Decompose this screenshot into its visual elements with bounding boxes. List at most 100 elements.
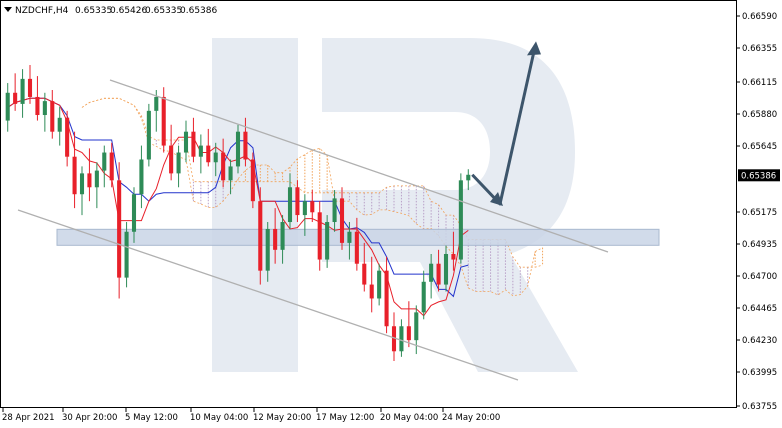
candle-body <box>191 131 196 157</box>
candle-body <box>20 78 25 104</box>
candle-body <box>302 201 307 216</box>
candle-body <box>72 156 77 195</box>
ohlc-low: 0.65335 <box>145 6 182 16</box>
candle-body <box>79 173 85 195</box>
y-tick-label: 0.63995 <box>742 368 777 378</box>
y-tick-label: 0.65880 <box>742 110 777 120</box>
annotations-layer <box>17 41 609 381</box>
x-tick-label: 12 May 20:00 <box>253 413 311 423</box>
candle-body <box>102 152 107 171</box>
candle-body <box>65 117 70 157</box>
header-triangle-icon <box>4 7 12 12</box>
symbol-timeframe: NZDCHF,H4 <box>15 6 69 16</box>
candle-body <box>451 253 456 260</box>
time-axis: 28 Apr 2021 30 Apr 20:00 5 May 12:00 10 May… <box>2 408 500 423</box>
current-price-tag: 0.65386 <box>738 169 780 182</box>
candle-body <box>243 131 248 160</box>
candle-body <box>339 198 345 243</box>
x-tick-label: 24 May 20:00 <box>442 413 500 423</box>
candle-body <box>377 270 382 299</box>
candle-body <box>131 194 137 232</box>
forecast-arrow-up-head <box>527 41 541 56</box>
candle-body <box>27 78 33 97</box>
y-tick-label: 0.66115 <box>742 78 777 88</box>
candle-body <box>429 263 434 282</box>
candle-body <box>265 228 270 271</box>
candle-body <box>221 152 226 181</box>
candles-layer <box>5 64 471 362</box>
y-tick-label: 0.64465 <box>742 304 777 314</box>
y-tick-label: 0.64700 <box>742 272 777 282</box>
candle-body <box>109 152 114 181</box>
candle-body <box>436 263 441 285</box>
candle-body <box>421 281 426 313</box>
candle-body <box>228 166 233 181</box>
candle-body <box>183 131 189 153</box>
candle-body <box>391 326 397 352</box>
candle-body <box>287 187 293 223</box>
x-tick-label: 17 May 12:00 <box>316 413 374 423</box>
y-tick-label: 0.66355 <box>742 44 777 54</box>
channel-upper-line <box>109 79 609 253</box>
candle-body <box>354 231 359 264</box>
candle-body <box>250 159 255 202</box>
candle-body <box>295 187 300 216</box>
candle-body <box>169 145 174 174</box>
candle-body <box>5 92 10 121</box>
watermark-logo <box>212 38 578 372</box>
candle-body <box>146 110 151 160</box>
x-tick-label: 28 Apr 2021 <box>2 413 55 423</box>
candle-body <box>310 201 315 213</box>
candle-body <box>235 131 241 167</box>
candle-body <box>87 173 92 188</box>
candle-body <box>117 180 122 278</box>
x-tick-label: 20 May 04:00 <box>380 413 438 423</box>
candle-body <box>161 96 166 146</box>
x-tick-label: 5 May 12:00 <box>125 413 178 423</box>
candle-body <box>399 326 404 352</box>
candle-body <box>414 312 419 341</box>
candle-body <box>57 117 62 132</box>
candle-body <box>42 101 47 116</box>
candle-body <box>13 92 18 104</box>
candle-body <box>325 222 330 260</box>
chart-header: NZDCHF,H4 0.65335 0.65426 0.65335 0.6538… <box>4 6 217 16</box>
ohlc-close: 0.65386 <box>180 6 217 16</box>
candle-body <box>369 284 374 299</box>
candle-body <box>213 152 218 163</box>
senkou-span-a <box>81 97 543 297</box>
candle-body <box>50 101 55 132</box>
candle-body <box>466 174 471 181</box>
y-tick-label: 0.64935 <box>742 240 777 250</box>
candle-body <box>124 231 129 278</box>
candle-body <box>258 201 263 271</box>
y-tick-label: 0.65645 <box>742 142 777 152</box>
candle-body <box>176 152 181 174</box>
candle-body <box>94 170 99 188</box>
y-tick-label: 0.65175 <box>742 208 777 218</box>
candle-body <box>443 253 449 285</box>
candle-body <box>458 180 463 260</box>
candle-body <box>406 326 411 341</box>
candle-body <box>206 145 211 163</box>
ohlc-open: 0.65335 <box>75 6 112 16</box>
price-axis: 0.66590 0.66355 0.66115 0.65880 0.65645 0.651… <box>736 12 777 412</box>
candle-body <box>273 228 278 250</box>
channel-lower-line <box>17 209 519 381</box>
candle-body <box>362 263 367 285</box>
y-tick-label: 0.66590 <box>742 12 777 22</box>
candle-body <box>317 212 322 260</box>
candle-body <box>139 159 144 195</box>
candle-body <box>384 270 389 327</box>
y-tick-label: 0.63755 <box>742 402 777 412</box>
x-tick-label: 10 May 04:00 <box>190 413 248 423</box>
candle-body <box>332 198 337 223</box>
candle-body <box>35 96 40 116</box>
candle-body <box>280 222 285 250</box>
x-tick-label: 30 Apr 20:00 <box>62 413 117 423</box>
forecast-arrow-down-head <box>490 191 503 206</box>
candle-body <box>154 96 159 111</box>
candle-body <box>347 231 352 243</box>
candle-body <box>198 145 203 157</box>
